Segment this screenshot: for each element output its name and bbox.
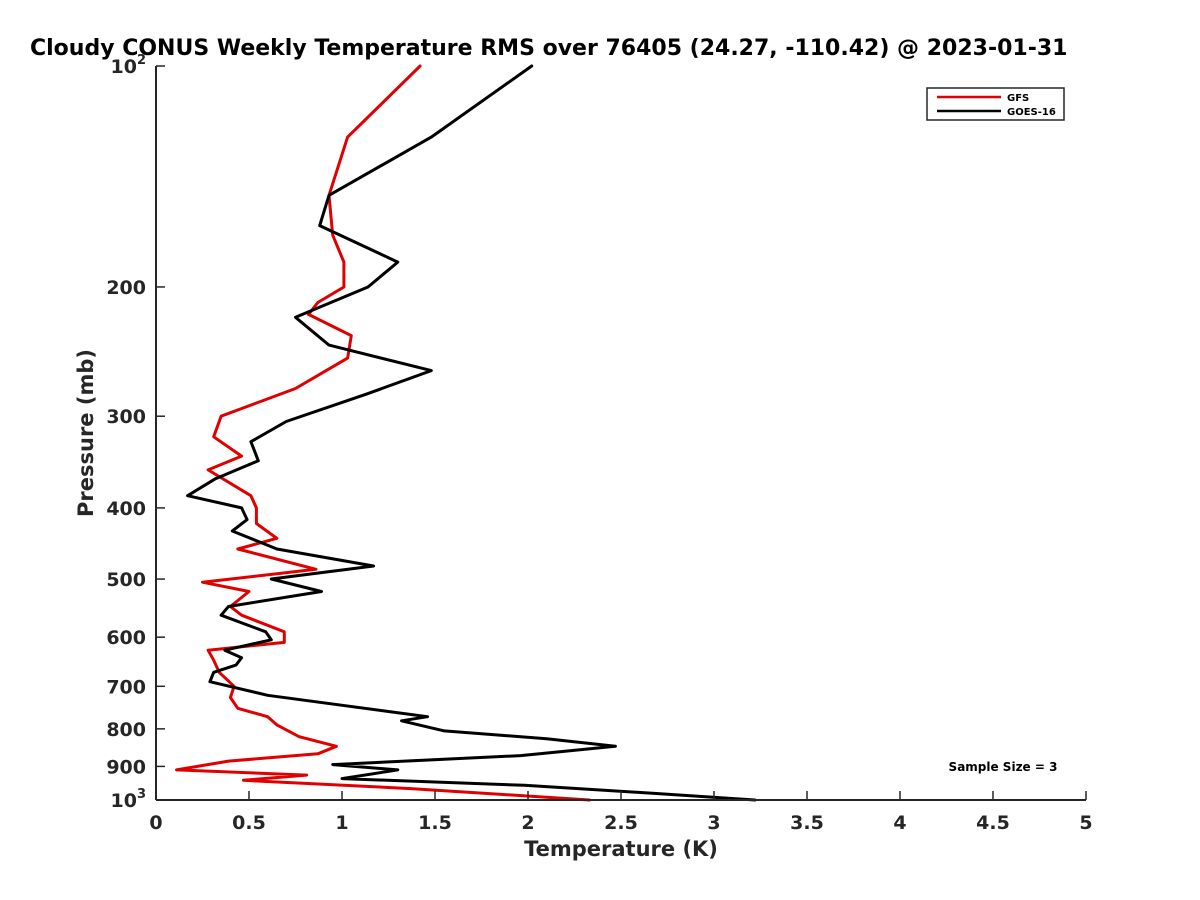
y-tick-label: 400 bbox=[106, 498, 146, 520]
y-tick-label-base: 600 bbox=[106, 627, 146, 649]
legend-box bbox=[926, 87, 1065, 121]
y-tick-label-exponent: 2 bbox=[137, 53, 146, 68]
y-tick-label-base: 500 bbox=[106, 569, 146, 591]
legend-label: GFS bbox=[1007, 93, 1029, 104]
y-tick-label: 900 bbox=[106, 756, 146, 778]
y-tick-label-base: 700 bbox=[106, 676, 146, 698]
y-tick-label: 800 bbox=[106, 719, 146, 741]
y-tick-label-base: 10 bbox=[111, 56, 137, 78]
x-tick-label: 3.5 bbox=[790, 812, 824, 834]
x-tick-label: 2.5 bbox=[604, 812, 638, 834]
y-tick-label: 200 bbox=[106, 277, 146, 299]
y-axis-label: Pressure (mb) bbox=[74, 349, 98, 517]
x-tick-label: 4.5 bbox=[976, 812, 1010, 834]
y-tick-label-base: 200 bbox=[106, 277, 146, 299]
y-tick-label: 500 bbox=[106, 569, 146, 591]
series-layer bbox=[175, 64, 757, 802]
chart-title: Cloudy CONUS Weekly Temperature RMS over… bbox=[30, 36, 1067, 61]
series-line-goes-16 bbox=[186, 64, 757, 802]
y-tick-label-base: 900 bbox=[106, 756, 146, 778]
chart-legend: GFS GOES-16 bbox=[926, 87, 1065, 121]
x-tick-label: 0 bbox=[149, 812, 162, 834]
y-tick-label: 700 bbox=[106, 676, 146, 698]
x-tick-label: 1.5 bbox=[418, 812, 452, 834]
x-tick-label: 0.5 bbox=[232, 812, 266, 834]
legend-label: GOES-16 bbox=[1007, 107, 1056, 118]
y-tick-label-base: 400 bbox=[106, 498, 146, 520]
y-tick-label: 600 bbox=[106, 627, 146, 649]
y-tick-label-base: 10 bbox=[111, 790, 137, 812]
x-tick-label: 3 bbox=[707, 812, 720, 834]
x-axis-ticks: 0 0.5 1 1.5 2 2.5 3 3.5 4 4.5 5 bbox=[149, 791, 1093, 834]
y-tick-label: 300 bbox=[106, 406, 146, 428]
sample-size-annotation: Sample Size = 3 bbox=[949, 760, 1058, 774]
x-tick-label: 5 bbox=[1079, 812, 1092, 834]
x-tick-label: 4 bbox=[893, 812, 906, 834]
y-tick-label: 102 bbox=[111, 53, 147, 78]
y-tick-label-base: 300 bbox=[106, 406, 146, 428]
series-line-gfs bbox=[175, 64, 591, 802]
x-axis-label: Temperature (K) bbox=[524, 837, 718, 861]
y-tick-label: 103 bbox=[111, 787, 147, 812]
x-tick-label: 2 bbox=[521, 812, 534, 834]
y-tick-label-base: 800 bbox=[106, 719, 146, 741]
y-tick-label-exponent: 3 bbox=[137, 787, 146, 802]
x-tick-label: 1 bbox=[335, 812, 348, 834]
